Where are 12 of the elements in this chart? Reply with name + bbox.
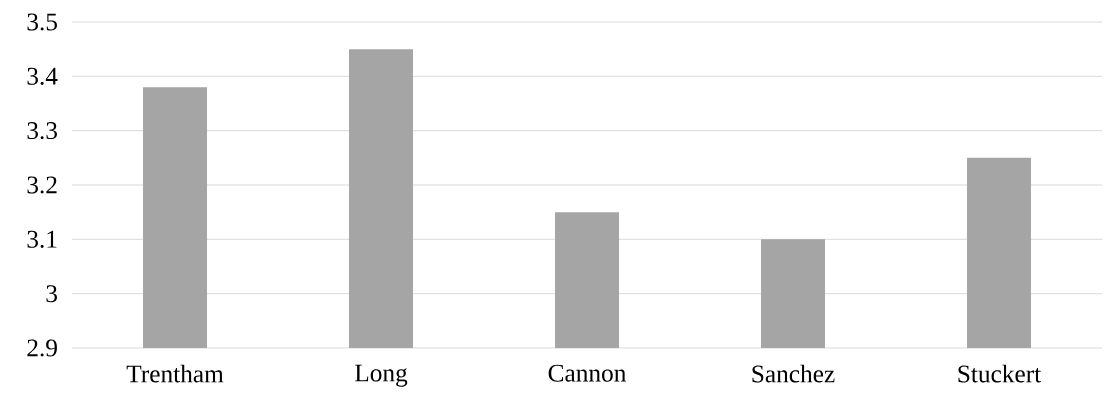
x-tick-label: Trentham [126, 364, 224, 383]
y-tick-label: 2.9 [27, 339, 57, 357]
x-tick-label: Stuckert [958, 364, 1042, 383]
x-tick-label: Long [355, 364, 408, 387]
y-tick-label: 3 [46, 285, 57, 303]
x-tick-label: Sanchez [752, 364, 835, 383]
y-tick-label: 3.3 [27, 122, 57, 140]
y-tick-label: 3.2 [27, 176, 57, 194]
y-tick-label: 3.1 [27, 230, 57, 248]
x-tick-label: Cannon [548, 364, 627, 382]
y-tick-label: 3.5 [27, 13, 57, 31]
y-tick-label: 3.4 [27, 67, 58, 85]
